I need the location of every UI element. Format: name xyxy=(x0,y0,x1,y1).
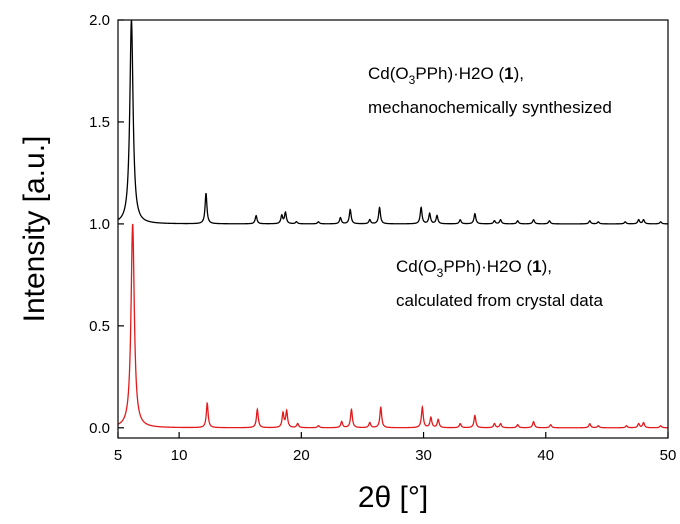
annotation-measured: Cd(O3PPh)·H2O (1), mechanochemically syn… xyxy=(368,64,612,117)
y-tick-label: 2.0 xyxy=(89,12,110,29)
annotation-measured-formula: Cd(O3PPh)·H2O (1), xyxy=(368,64,524,87)
x-tick-label: 10 xyxy=(171,447,188,464)
x-tick-label: 40 xyxy=(537,447,554,464)
y-tick-label: 1.5 xyxy=(89,114,110,131)
series-line-calculated xyxy=(118,223,668,429)
x-tick-label: 30 xyxy=(415,447,432,464)
x-tick-label: 5 xyxy=(114,447,122,464)
tick-layer: 5 10 20 30 40 50 0.0 0.5 1.0 1.5 2.0 xyxy=(89,12,676,464)
y-tick-label: 0.0 xyxy=(89,420,110,437)
series-layer xyxy=(118,20,668,429)
x-tick-label: 20 xyxy=(293,447,310,464)
plot-frame xyxy=(117,19,669,439)
x-tick-label: 50 xyxy=(660,447,677,464)
series-line-measured xyxy=(118,20,668,225)
annotation-calculated-description: calculated from crystal data xyxy=(396,291,603,310)
y-tick-label: 0.5 xyxy=(89,318,110,335)
annotation-calculated: Cd(O3PPh)·H2O (1), calculated from cryst… xyxy=(396,257,603,310)
y-tick-label: 1.0 xyxy=(89,216,110,233)
annotation-calculated-formula: Cd(O3PPh)·H2O (1), xyxy=(396,257,552,280)
y-axis-title: Intensity [a.u.] xyxy=(18,136,51,323)
x-axis-title: 2θ [°] xyxy=(358,481,428,514)
annotation-measured-description: mechanochemically synthesized xyxy=(368,98,612,117)
